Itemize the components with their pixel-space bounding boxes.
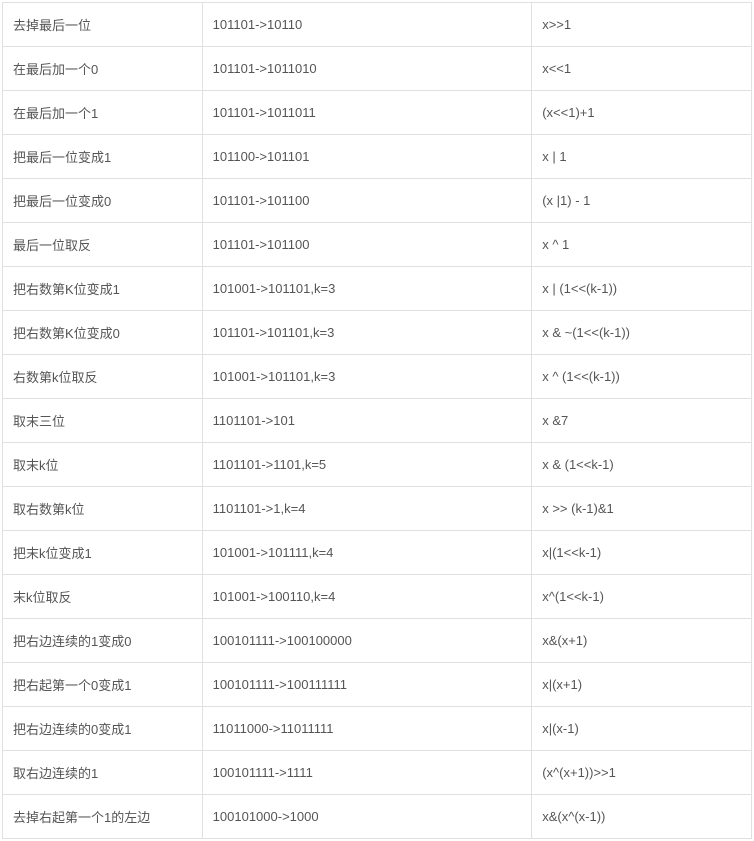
cell-example: 11011000->11011111 [202, 707, 532, 751]
cell-formula: x ^ 1 [532, 223, 752, 267]
table-row: 在最后加一个1101101->1011011(x<<1)+1 [3, 91, 752, 135]
cell-example: 101101->101101,k=3 [202, 311, 532, 355]
table-row: 取右数第k位1101101->1,k=4x >> (k-1)&1 [3, 487, 752, 531]
cell-operation: 在最后加一个0 [3, 47, 203, 91]
table-row: 最后一位取反101101->101100x ^ 1 [3, 223, 752, 267]
cell-example: 101100->101101 [202, 135, 532, 179]
table-row: 把右数第K位变成1101001->101101,k=3x | (1<<(k-1)… [3, 267, 752, 311]
cell-operation: 把末k位变成1 [3, 531, 203, 575]
cell-operation: 右数第k位取反 [3, 355, 203, 399]
cell-example: 100101111->100111111 [202, 663, 532, 707]
table-row: 取末k位1101101->1101,k=5 x & (1<<k-1) [3, 443, 752, 487]
cell-formula: x & ~(1<<(k-1)) [532, 311, 752, 355]
cell-operation: 把右数第K位变成0 [3, 311, 203, 355]
cell-formula: x&(x+1) [532, 619, 752, 663]
cell-example: 100101111->100100000 [202, 619, 532, 663]
cell-formula: x >> (k-1)&1 [532, 487, 752, 531]
cell-example: 101001->100110,k=4 [202, 575, 532, 619]
cell-operation: 把右数第K位变成1 [3, 267, 203, 311]
table-row: 把最后一位变成1101100->101101 x | 1 [3, 135, 752, 179]
cell-formula: x<<1 [532, 47, 752, 91]
cell-formula: x&(x^(x-1)) [532, 795, 752, 839]
table-row: 去掉最后一位101101->10110x>>1 [3, 3, 752, 47]
cell-example: 101101->10110 [202, 3, 532, 47]
table-row: 把末k位变成1101001->101111,k=4x|(1<<k-1) [3, 531, 752, 575]
cell-example: 101001->101111,k=4 [202, 531, 532, 575]
cell-operation: 去掉右起第一个1的左边 [3, 795, 203, 839]
cell-formula: x | 1 [532, 135, 752, 179]
cell-example: 101101->1011011 [202, 91, 532, 135]
cell-example: 1101101->1,k=4 [202, 487, 532, 531]
table-row: 把右数第K位变成0101101->101101,k=3x & ~(1<<(k-1… [3, 311, 752, 355]
cell-formula: x^(1<<k-1) [532, 575, 752, 619]
table-row: 取右边连续的1100101111->1111(x^(x+1))>>1 [3, 751, 752, 795]
table-row: 去掉右起第一个1的左边 100101000->1000x&(x^(x-1)) [3, 795, 752, 839]
cell-operation: 把右边连续的1变成0 [3, 619, 203, 663]
cell-example: 101101->101100 [202, 223, 532, 267]
cell-operation: 把最后一位变成0 [3, 179, 203, 223]
cell-example: 100101000->1000 [202, 795, 532, 839]
cell-operation: 取末k位 [3, 443, 203, 487]
cell-operation: 取末三位 [3, 399, 203, 443]
cell-formula: (x<<1)+1 [532, 91, 752, 135]
cell-example: 1101101->1101,k=5 [202, 443, 532, 487]
cell-example: 100101111->1111 [202, 751, 532, 795]
cell-formula: x | (1<<(k-1)) [532, 267, 752, 311]
cell-operation: 最后一位取反 [3, 223, 203, 267]
cell-operation: 在最后加一个1 [3, 91, 203, 135]
cell-formula: (x |1) - 1 [532, 179, 752, 223]
cell-operation: 取右数第k位 [3, 487, 203, 531]
cell-formula: x & (1<<k-1) [532, 443, 752, 487]
cell-formula: x|(1<<k-1) [532, 531, 752, 575]
table-row: 把右起第一个0变成1100101111->100111111 x|(x+1) [3, 663, 752, 707]
table-body: 去掉最后一位101101->10110x>>1在最后加一个0101101->10… [3, 3, 752, 839]
cell-formula: x &7 [532, 399, 752, 443]
cell-example: 101001->101101,k=3 [202, 267, 532, 311]
cell-example: 101101->1011010 [202, 47, 532, 91]
cell-example: 1101101->101 [202, 399, 532, 443]
table-row: 在最后加一个0101101->1011010x<<1 [3, 47, 752, 91]
bitops-table: 去掉最后一位101101->10110x>>1在最后加一个0101101->10… [2, 2, 752, 839]
cell-formula: x>>1 [532, 3, 752, 47]
table-row: 末k位取反101001->100110,k=4 x^(1<<k-1) [3, 575, 752, 619]
cell-formula: x|(x+1) [532, 663, 752, 707]
cell-operation: 取右边连续的1 [3, 751, 203, 795]
cell-operation: 去掉最后一位 [3, 3, 203, 47]
cell-operation: 把右边连续的0变成1 [3, 707, 203, 751]
cell-operation: 末k位取反 [3, 575, 203, 619]
cell-formula: (x^(x+1))>>1 [532, 751, 752, 795]
table-row: 把最后一位变成0101101->101100(x |1) - 1 [3, 179, 752, 223]
cell-operation: 把最后一位变成1 [3, 135, 203, 179]
table-row: 把右边连续的0变成111011000->11011111x|(x-1) [3, 707, 752, 751]
cell-operation: 把右起第一个0变成1 [3, 663, 203, 707]
table-row: 右数第k位取反101001->101101,k=3 x ^ (1<<(k-1)) [3, 355, 752, 399]
table-row: 把右边连续的1变成0 100101111->100100000 x&(x+1) [3, 619, 752, 663]
cell-example: 101001->101101,k=3 [202, 355, 532, 399]
cell-formula: x ^ (1<<(k-1)) [532, 355, 752, 399]
cell-formula: x|(x-1) [532, 707, 752, 751]
cell-example: 101101->101100 [202, 179, 532, 223]
table-row: 取末三位1101101->101 x &7 [3, 399, 752, 443]
